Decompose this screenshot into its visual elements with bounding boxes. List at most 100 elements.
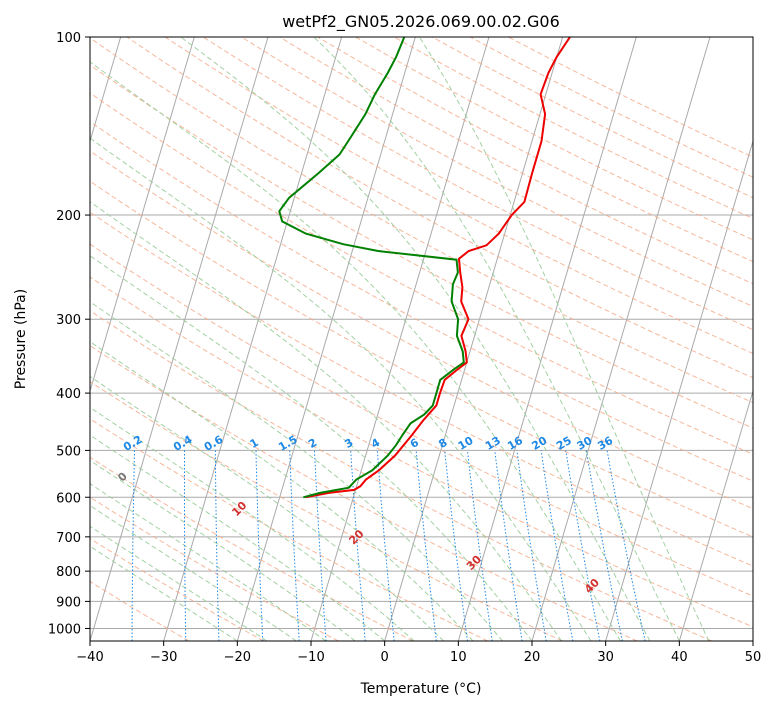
dry-adiabat-label: 30 [464,553,484,573]
dry-adiabat-label: 0 [115,470,130,485]
dry-adiabat-line [90,381,563,641]
mixing-ratio-line [415,450,437,641]
moist-adiabat-line [90,255,533,641]
isotherm-line [752,639,753,641]
dry-adiabat-line [90,211,753,567]
dry-adiabat-line [126,37,753,379]
mixing-ratio-label: 4 [369,436,382,451]
x-tick-label: −40 [76,650,103,665]
dry-adiabat-line [90,150,753,510]
y-tick-label: 300 [56,313,81,328]
chart-title: wetPf2_GN05.2026.069.00.02.G06 [282,12,560,32]
temperature-line [305,37,571,499]
mixing-ratio-line [131,450,135,641]
isotherm-line [90,37,195,393]
mixing-ratio-line [214,450,220,641]
y-tick-label: 400 [56,387,81,402]
profile-lines [278,37,571,499]
dry-adiabat-line [90,418,488,641]
moist-adiabat-line [90,525,268,641]
x-tick-label: 0 [381,650,389,665]
mixing-ratio-line [376,450,395,641]
y-tick-label: 600 [56,491,81,506]
moist-adiabat-line [90,545,238,641]
mixing-ratio-line [82,450,88,641]
moist-adiabat-line [90,201,562,641]
isotherm-line [236,37,416,641]
x-tick-label: 50 [745,650,762,665]
dry-adiabat-line [90,121,753,482]
x-tick-label: 40 [671,650,688,665]
y-tick-label: 200 [56,209,81,224]
moist-adiabat-line [90,483,326,641]
dewpoint-line [278,37,465,499]
moist-adiabat-line [90,341,474,641]
isotherm-line [678,389,753,641]
moist-adiabat-line [90,375,444,641]
moist-adiabat-line [90,434,386,641]
mixing-ratio-label: 1 [248,436,261,451]
moist-adiabat-line [418,37,710,641]
dry-adiabat-line [90,345,638,641]
isotherm-line [163,37,343,641]
x-tick-label: 30 [597,650,614,665]
y-tick-label: 100 [56,31,81,46]
moist-adiabat-line [90,301,503,641]
y-tick-label: 800 [56,565,81,580]
dry-adiabat-line [90,580,190,641]
moist-adiabat-line [313,37,680,641]
dry-adiabat-line [90,64,753,429]
plot-frame [89,36,754,642]
dry-adiabat-label: 10 [229,499,249,519]
background-lines [82,37,753,641]
dry-adiabat-line [508,37,753,158]
dry-adiabat-line [90,496,339,641]
y-tick-label: 500 [56,444,81,459]
mixing-ratio-line [444,450,468,641]
moist-adiabat-line [90,61,621,641]
mixing-ratio-line [184,450,187,641]
y-tick-label: 900 [56,595,81,610]
x-tick-label: 20 [524,650,541,665]
moist-adiabat-line [90,406,415,641]
dry-adiabat-line [202,37,753,331]
y-axis-ticks: 100 200 300 400 500 600 700 800 900 1000 [48,31,90,637]
dry-adiabat-line [241,37,753,308]
moist-adiabat-line [90,505,297,641]
x-tick-label: 10 [450,650,467,665]
dry-adiabat-line [90,537,264,641]
mixing-ratio-line [289,450,300,641]
dry-adiabat-line [431,37,753,199]
x-axis-ticks: −40 −30 −20 −10 0 10 20 30 40 50 [76,641,761,665]
mixing-ratio-label: 3 [342,436,355,451]
isotherm-line [310,37,490,641]
y-tick-label: 1000 [48,622,81,637]
isotherm-line [90,37,122,143]
mixing-ratio-label: 2 [306,436,319,451]
isotherm-line [384,37,564,641]
isotherm-line [90,37,269,641]
mixing-ratio-line [540,450,574,641]
x-tick-label: −30 [150,650,177,665]
moist-adiabat-line [90,459,356,641]
moist-adiabat-line [90,137,592,641]
x-tick-label: −10 [297,650,324,665]
x-tick-label: −20 [224,650,251,665]
mixing-ratio-line [350,450,366,641]
dry-adiabat-line [90,92,753,455]
isotherm-line [605,139,753,641]
mixing-ratio-line [255,450,264,641]
isotherm-line [457,37,637,641]
dry-adiabat-line [279,37,753,285]
y-tick-label: 700 [56,531,81,546]
dry-adiabat-line [470,37,753,178]
dry-adiabat-line [90,243,753,597]
isotherm-line [531,37,711,641]
mixing-ratio-line [466,450,493,641]
dry-adiabat-label: 40 [582,576,602,596]
x-axis-label: Temperature (°C) [360,681,482,697]
dry-adiabat-line [90,180,753,538]
dry-adiabat-line [90,276,753,628]
y-axis-label: Pressure (hPa) [13,289,29,389]
